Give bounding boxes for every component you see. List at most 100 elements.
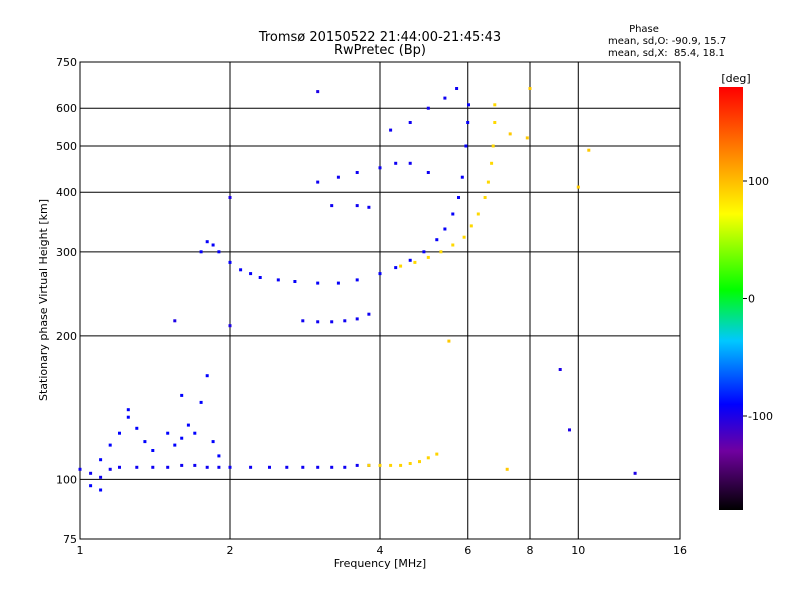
echo-point bbox=[316, 465, 320, 469]
echo-point bbox=[443, 96, 447, 100]
echo-point bbox=[558, 368, 562, 371]
y-tick-label: 75 bbox=[63, 533, 77, 546]
x-tick-labels: 1 2 4 6 8 10 16 bbox=[77, 544, 688, 557]
echo-point bbox=[493, 121, 497, 124]
chart-subtitle: RwPretec (Bp) bbox=[334, 43, 426, 58]
echo-point bbox=[249, 272, 253, 276]
echo-point bbox=[293, 280, 297, 283]
echo-point bbox=[180, 463, 184, 467]
echo-point bbox=[249, 465, 253, 469]
echo-point bbox=[258, 276, 262, 279]
echo-point bbox=[633, 471, 637, 475]
echo-point bbox=[483, 196, 487, 199]
colorbar bbox=[719, 87, 743, 510]
echo-point bbox=[143, 440, 147, 444]
echo-point bbox=[108, 443, 112, 447]
echo-point bbox=[408, 462, 412, 465]
y-tick-label: 600 bbox=[56, 102, 77, 115]
echo-point bbox=[285, 465, 289, 469]
echo-point bbox=[389, 463, 393, 467]
echo-point bbox=[205, 465, 209, 469]
echo-point bbox=[173, 319, 177, 323]
x-tick-label: 10 bbox=[571, 544, 585, 557]
echo-point bbox=[199, 400, 203, 404]
echo-point bbox=[78, 467, 82, 471]
echo-point bbox=[568, 428, 571, 432]
echo-point bbox=[135, 465, 139, 469]
stats-heading: Phase bbox=[629, 24, 659, 35]
echo-point bbox=[378, 272, 382, 276]
echo-point bbox=[211, 243, 215, 247]
echo-point bbox=[418, 460, 421, 464]
colorbar-ticks: 100 0 -100 bbox=[743, 175, 773, 423]
y-tick-label: 400 bbox=[56, 186, 77, 199]
echo-point bbox=[355, 204, 359, 208]
echo-point bbox=[228, 324, 232, 328]
grid-lines bbox=[80, 62, 680, 539]
y-tick-labels: 75 100 200 300 400 500 600 750 bbox=[56, 56, 77, 546]
echo-point bbox=[457, 196, 460, 199]
echo-point bbox=[217, 465, 221, 469]
echo-point bbox=[89, 471, 93, 475]
colorbar-label: [deg] bbox=[721, 72, 750, 85]
echo-point bbox=[525, 136, 529, 140]
echo-point bbox=[336, 175, 340, 179]
echo-point bbox=[426, 106, 430, 110]
echo-point bbox=[186, 423, 190, 427]
echo-point bbox=[166, 431, 170, 435]
echo-point bbox=[576, 185, 580, 189]
echo-point bbox=[490, 161, 494, 165]
x-tick-label: 2 bbox=[227, 544, 234, 557]
echo-point bbox=[301, 319, 305, 323]
echo-point bbox=[217, 454, 221, 458]
echo-point bbox=[180, 436, 184, 440]
echo-point bbox=[199, 250, 203, 254]
echo-point bbox=[99, 475, 103, 479]
echo-point bbox=[367, 312, 371, 316]
echo-point bbox=[460, 175, 464, 179]
echo-point bbox=[239, 268, 243, 272]
y-tick-label: 100 bbox=[56, 473, 77, 486]
echo-point bbox=[426, 171, 430, 174]
y-tick-label: 750 bbox=[56, 56, 77, 69]
y-tick-label: 200 bbox=[56, 330, 77, 343]
echo-point bbox=[426, 255, 430, 259]
echo-point bbox=[330, 320, 334, 324]
echo-point bbox=[180, 393, 184, 397]
x-axis-label: Frequency [MHz] bbox=[334, 557, 426, 570]
echo-point bbox=[476, 212, 480, 216]
echo-point bbox=[217, 250, 221, 254]
y-tick-label: 500 bbox=[56, 140, 77, 153]
echo-point bbox=[316, 90, 320, 94]
x-tick-label: 4 bbox=[377, 544, 384, 557]
echo-point bbox=[389, 128, 393, 132]
echo-point bbox=[228, 465, 232, 469]
echo-point bbox=[408, 161, 412, 165]
echo-point bbox=[447, 339, 451, 343]
echo-point bbox=[493, 103, 497, 107]
echo-point bbox=[330, 204, 334, 208]
echo-point bbox=[394, 266, 398, 270]
echo-point bbox=[126, 415, 130, 419]
echo-point bbox=[193, 463, 197, 467]
echo-point bbox=[193, 431, 197, 435]
echo-point bbox=[118, 465, 121, 469]
echo-point bbox=[316, 281, 320, 285]
echo-point bbox=[355, 317, 359, 321]
echo-point bbox=[301, 465, 305, 469]
echo-point bbox=[486, 180, 490, 184]
y-tick-label: 300 bbox=[56, 246, 77, 259]
echo-point bbox=[343, 465, 347, 469]
echo-point bbox=[439, 250, 443, 254]
echo-point bbox=[466, 121, 470, 124]
echo-point bbox=[462, 235, 466, 239]
echo-point bbox=[211, 440, 215, 444]
echo-point bbox=[99, 458, 103, 462]
echo-point bbox=[378, 166, 382, 170]
echo-point bbox=[394, 161, 398, 165]
echo-point bbox=[413, 260, 417, 264]
echo-point bbox=[228, 260, 232, 264]
echo-point bbox=[355, 463, 359, 467]
x-tick-label: 1 bbox=[77, 544, 84, 557]
